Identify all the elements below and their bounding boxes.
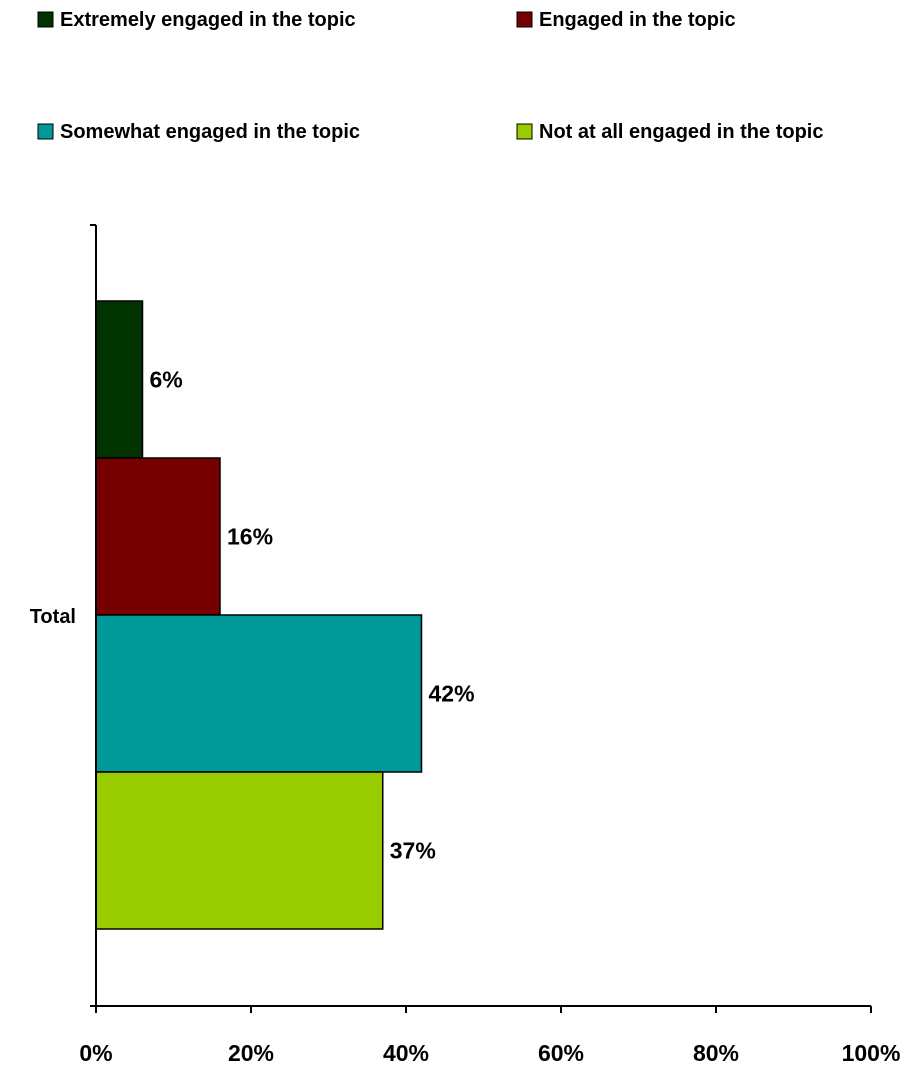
data-label-2: 16% xyxy=(227,524,273,550)
legend-swatch-4 xyxy=(516,123,533,140)
bars xyxy=(95,300,423,930)
bar-4 xyxy=(95,771,384,930)
category-label-1: Total xyxy=(30,606,76,628)
x-tick-label-0: 0% xyxy=(79,1040,112,1066)
x-tick-label-80: 80% xyxy=(693,1040,739,1066)
legend-swatch-2 xyxy=(516,11,533,28)
legend-label-4: Not at all engaged in the topic xyxy=(539,121,823,143)
data-label-3: 42% xyxy=(429,681,475,707)
x-tick-label-40: 40% xyxy=(383,1040,429,1066)
legend: Extremely engaged in the topic Engaged in… xyxy=(37,9,823,143)
category-labels: Total xyxy=(30,606,76,628)
x-tick-label-60: 60% xyxy=(538,1040,584,1066)
data-labels: 6% 16% 42% 37% xyxy=(150,367,475,864)
legend-label-1: Extremely engaged in the topic xyxy=(60,9,356,31)
x-tick-labels: 0% 20% 40% 60% 80% 100% xyxy=(79,1040,900,1066)
plot-area: 6% 16% 42% 37% 0% 20% 40% 60% 80% 100% Total xyxy=(30,224,900,1066)
legend-label-2: Engaged in the topic xyxy=(539,9,736,31)
x-tick-label-20: 20% xyxy=(228,1040,274,1066)
legend-swatch-3 xyxy=(37,123,54,140)
x-tick-label-100: 100% xyxy=(842,1040,901,1066)
bar-2 xyxy=(95,457,221,616)
data-label-1: 6% xyxy=(150,367,183,393)
bar-3 xyxy=(95,614,423,773)
data-label-4: 37% xyxy=(390,838,436,864)
axis-ticks xyxy=(90,224,872,1013)
legend-swatch-1 xyxy=(37,11,54,28)
legend-label-3: Somewhat engaged in the topic xyxy=(60,121,360,143)
bar-1 xyxy=(95,300,144,459)
